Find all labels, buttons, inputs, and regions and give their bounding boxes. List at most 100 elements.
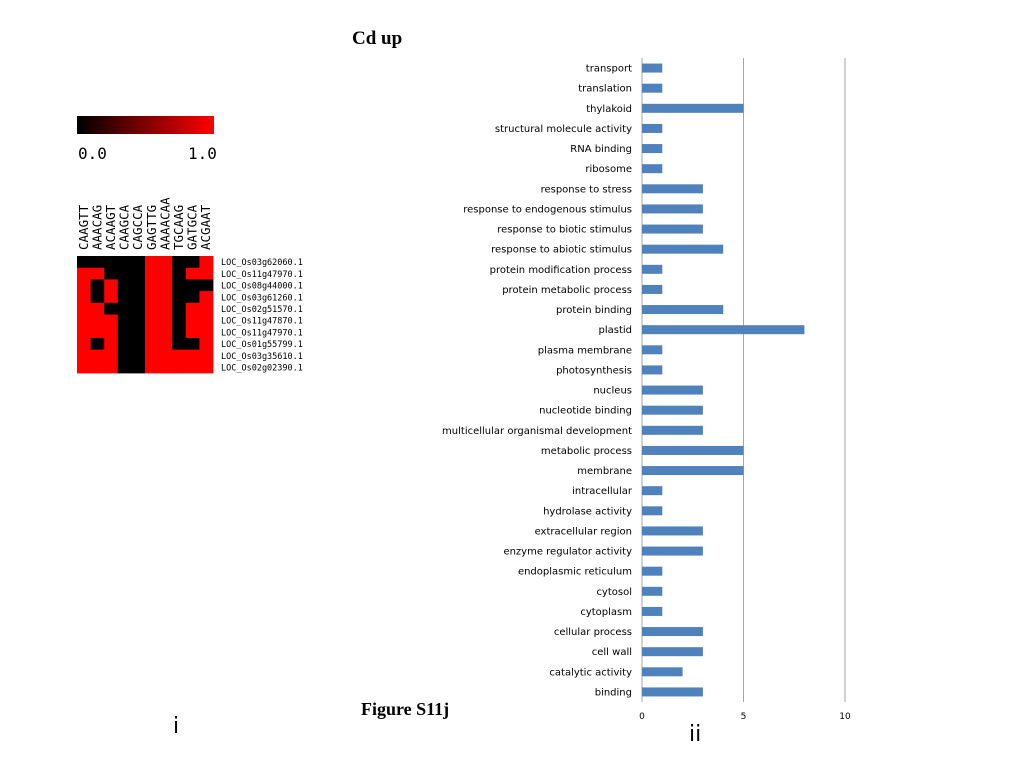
- heatmap-cell: [158, 337, 173, 350]
- bar-category-label: nucleotide binding: [539, 406, 632, 417]
- heatmap-cell: [199, 337, 214, 350]
- bar: [642, 405, 703, 415]
- heatmap-cell: [185, 267, 200, 280]
- heatmap-column-label: GAGTTG: [144, 205, 159, 250]
- bar-category-label: hydrolase activity: [543, 506, 632, 517]
- bar-category-label: metabolic process: [541, 446, 632, 457]
- heatmap-cell: [145, 326, 159, 339]
- bar-category-label: cytosol: [596, 587, 632, 598]
- bar: [642, 123, 663, 133]
- heatmap-cell: [90, 349, 105, 362]
- heatmap-cell: [145, 314, 159, 327]
- heatmap-cell: [199, 314, 214, 327]
- heatmap-cell: [104, 256, 119, 269]
- heatmap-cell: [104, 267, 119, 280]
- heatmap-cell: [199, 279, 214, 292]
- bar: [642, 224, 703, 234]
- bar: [642, 486, 663, 496]
- bar-category-label: response to abiotic stimulus: [491, 245, 632, 256]
- heatmap-cell: [117, 256, 132, 269]
- heatmap-cell: [158, 267, 173, 280]
- heatmap-row-label: LOC_Os03g35610.1: [221, 352, 303, 362]
- heatmap-cell: [90, 267, 105, 280]
- bar: [642, 526, 703, 536]
- bar: [642, 586, 663, 596]
- heatmap-cell: [104, 291, 119, 304]
- bar-category-label: membrane: [577, 466, 632, 477]
- heatmap-cell: [199, 267, 214, 280]
- heatmap-cell: [131, 302, 146, 315]
- heatmap-row-label: LOC_Os08g44000.1: [221, 282, 303, 292]
- heatmap-cell: [185, 337, 200, 350]
- bar-category-labels: transport translation thylakoid structural …: [442, 64, 633, 699]
- panel-label-i: i: [173, 714, 180, 739]
- bar: [642, 83, 663, 93]
- heatmap-row-label: LOC_Os02g02390.1: [221, 364, 303, 374]
- page-title: Cd up: [352, 28, 403, 49]
- heatmap-cell: [158, 361, 173, 374]
- heatmap-column-label: CAGCCA: [130, 204, 145, 250]
- heatmap-cell: [104, 302, 119, 315]
- bar: [642, 466, 744, 476]
- heatmap-column-label: TGCAAG: [171, 205, 186, 250]
- heatmap-cell: [117, 291, 132, 304]
- heatmap-cell: [117, 361, 132, 374]
- heatmap-cell: [131, 349, 146, 362]
- heatmap-cell: [199, 326, 214, 339]
- heatmap-column-label: AAAACAA: [157, 197, 172, 250]
- heatmap-cell: [145, 267, 159, 280]
- bar: [642, 365, 663, 375]
- bar: [642, 204, 703, 214]
- heatmap-cell: [117, 314, 132, 327]
- bar-category-label: response to stress: [541, 184, 632, 195]
- heatmap-cell: [131, 279, 146, 292]
- heatmap-cell: [117, 267, 132, 280]
- heatmap-cell: [199, 349, 214, 362]
- heatmap-cell: [158, 291, 173, 304]
- heatmap-column-label: GATGCA: [185, 204, 200, 250]
- heatmap-cell: [131, 291, 146, 304]
- colorbar-max-label: 1.0: [188, 144, 217, 163]
- bar-tick-label: 10: [839, 712, 851, 722]
- heatmap-cell: [145, 349, 159, 362]
- heatmap-cell: [131, 361, 146, 374]
- heatmap-cell: [185, 361, 200, 374]
- heatmap-row-label: LOC_Os11g47870.1: [221, 317, 303, 327]
- heatmap-row-label: LOC_Os02g51570.1: [221, 305, 303, 315]
- bar: [642, 325, 805, 335]
- heatmap-cell: [104, 361, 119, 374]
- colorbar-min-label: 0.0: [78, 144, 107, 163]
- heatmap-cell: [104, 279, 119, 292]
- heatmap-column-label: CAAGTT: [76, 204, 91, 250]
- heatmap-cell: [90, 291, 105, 304]
- heatmap-cell: [158, 326, 173, 339]
- bar: [642, 144, 663, 154]
- heatmap-cell: [185, 291, 200, 304]
- heatmap-cell: [104, 326, 119, 339]
- heatmap-cell: [199, 361, 214, 374]
- heatmap-cell: [199, 302, 214, 315]
- bar: [642, 627, 703, 637]
- bar-chart: transport translation thylakoid structural …: [442, 58, 851, 722]
- heatmap-column-labels: CAAGTTAAACAGACAAGTCAAGCACAGCCAGAGTTGAAAA…: [76, 197, 213, 250]
- heatmap-row-label: LOC_Os03g61260.1: [221, 293, 303, 303]
- heatmap-cell: [77, 349, 91, 362]
- heatmap-cell: [185, 314, 200, 327]
- heatmap-cell: [77, 361, 91, 374]
- heatmap-cell: [158, 314, 173, 327]
- heatmap-cell: [185, 302, 200, 315]
- bar-series: [642, 63, 805, 697]
- bar: [642, 667, 683, 677]
- heatmap-row-label: LOC_Os11g47970.1: [221, 328, 303, 338]
- bar-category-label: extracellular region: [535, 526, 632, 537]
- heatmap-cell: [145, 337, 159, 350]
- heatmap-cell: [77, 302, 91, 315]
- heatmap-cell: [172, 337, 187, 350]
- heatmap-row-labels: LOC_Os03g62060.1 LOC_Os11g47970.1 LOC_Os08…: [221, 258, 303, 373]
- bar-category-label: catalytic activity: [549, 667, 632, 678]
- bar: [642, 385, 703, 395]
- bar-tick-label: 5: [741, 712, 747, 722]
- heatmap-cell: [117, 302, 132, 315]
- heatmap-cell: [117, 349, 132, 362]
- heatmap-cell: [145, 302, 159, 315]
